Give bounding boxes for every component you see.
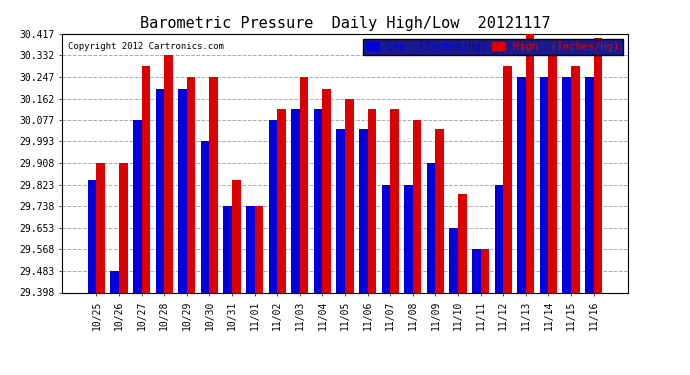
Bar	[481, 249, 489, 375]
Bar	[88, 180, 97, 375]
Bar	[224, 206, 232, 375]
Bar	[458, 194, 466, 375]
Bar	[368, 109, 376, 375]
Bar	[585, 77, 593, 375]
Bar	[526, 34, 534, 375]
Bar	[141, 66, 150, 375]
Bar	[209, 77, 218, 375]
Bar	[495, 184, 503, 375]
Bar	[314, 109, 322, 375]
Bar	[246, 206, 255, 375]
Bar	[562, 77, 571, 375]
Bar	[435, 129, 444, 375]
Bar	[449, 228, 458, 375]
Bar	[359, 129, 368, 375]
Bar	[404, 184, 413, 375]
Bar	[571, 66, 580, 375]
Bar	[255, 206, 263, 375]
Legend: Low  (Inches/Hg), High  (Inches/Hg): Low (Inches/Hg), High (Inches/Hg)	[364, 39, 622, 55]
Bar	[503, 66, 512, 375]
Bar	[345, 99, 353, 375]
Bar	[291, 109, 299, 375]
Bar	[178, 89, 187, 375]
Bar	[187, 77, 195, 375]
Bar	[518, 77, 526, 375]
Bar	[391, 109, 399, 375]
Bar	[133, 120, 141, 375]
Bar	[201, 141, 209, 375]
Bar	[277, 109, 286, 375]
Bar	[413, 120, 422, 375]
Bar	[110, 271, 119, 375]
Bar	[337, 129, 345, 375]
Bar	[540, 77, 549, 375]
Text: Copyright 2012 Cartronics.com: Copyright 2012 Cartronics.com	[68, 42, 224, 51]
Bar	[164, 56, 172, 375]
Bar	[119, 163, 128, 375]
Title: Barometric Pressure  Daily High/Low  20121117: Barometric Pressure Daily High/Low 20121…	[139, 16, 551, 31]
Bar	[382, 184, 391, 375]
Bar	[322, 89, 331, 375]
Bar	[156, 89, 164, 375]
Bar	[97, 163, 105, 375]
Bar	[472, 249, 481, 375]
Bar	[549, 56, 557, 375]
Bar	[299, 77, 308, 375]
Bar	[427, 163, 435, 375]
Bar	[593, 38, 602, 375]
Bar	[232, 180, 241, 375]
Bar	[268, 120, 277, 375]
